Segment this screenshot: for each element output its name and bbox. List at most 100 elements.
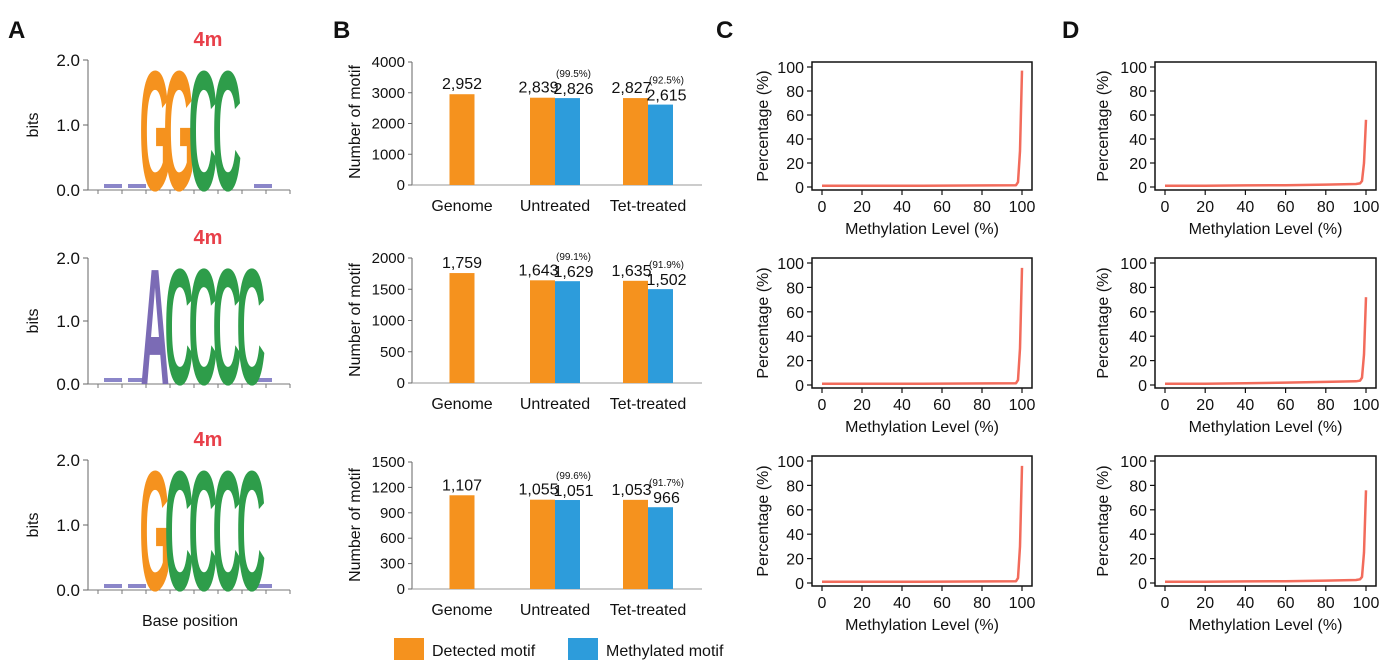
methylation-mark: 4m [194,227,223,249]
category-label: Genome [431,396,492,413]
line-chart-d-1: 0 20 40 60 80 100 0 20 40 60 80 100 Methylation Leve… [1095,60,1379,238]
x-tick-label: 60 [933,397,951,414]
x-tick-label: 80 [973,199,991,216]
bar-value-label: 2,952 [442,76,482,93]
methylation-mark: 4m [194,29,223,51]
series-line [822,267,1024,386]
y-tick-label: 1000 [372,313,405,330]
y-axis-label: Percentage (%) [1095,70,1112,181]
y-axis-label: Percentage (%) [755,70,772,181]
bar-methylated [648,289,673,383]
y-tick-label: 40 [786,329,804,346]
y-tick-label: 80 [786,478,804,495]
logo-letter: G [139,436,170,627]
y-tick-label: 100 [777,256,804,273]
category-label: Tet-treated [610,198,686,215]
x-tick-label: 60 [933,595,951,612]
y-tick-label: 1500 [372,281,405,298]
y-tick-label: 3000 [372,85,405,102]
x-tick-label: 0 [818,199,827,216]
x-tick-label: 40 [893,397,911,414]
x-tick-label: 20 [853,397,871,414]
bar-value-label: 1,053 [611,482,651,499]
bar-value-label: 1,629 [553,264,593,281]
bar-value-label: 2,615 [646,88,686,105]
bar-detected [623,280,648,383]
x-tick-label: 100 [1009,199,1036,216]
y-tick-label: 4000 [372,54,405,71]
logo-letter: C [237,436,266,627]
methylation-mark: 4m [194,429,223,451]
panel-label-d: D [1062,17,1079,44]
bar-percent-label: (91.7%) [649,478,684,489]
y-tick-label: 0 [1138,576,1147,593]
legend-swatch-methylated [568,638,598,660]
x-tick-label: 60 [1277,595,1295,612]
y-tick-label: 600 [380,530,405,547]
bar-percent-label: (99.6%) [556,471,591,482]
logo-letter: C [189,234,218,420]
y-tick-label: 60 [1129,305,1147,322]
line-chart-d-2: 0 20 40 60 80 100 0 20 40 60 80 100 Methylation Leve… [1095,256,1379,436]
category-label: Genome [431,198,492,215]
logo-letter: C [213,436,242,627]
category-label: Tet-treated [610,396,686,413]
x-tick-label: 0 [818,397,827,414]
y-axis-label: Percentage (%) [755,267,772,378]
logo-letter: C [165,234,194,420]
y-tick-label: 0 [795,378,804,395]
x-tick-label: 0 [1161,397,1170,414]
bar-detected [530,499,555,589]
y-axis-label: Percentage (%) [755,465,772,576]
y-tick-label: 500 [380,344,405,361]
y-axis-label: Number of motif [347,468,364,582]
logo-letter: C [237,234,266,420]
bar-detected [623,98,648,185]
low-info-glyph [254,184,272,188]
x-axis-label: Methylation Level (%) [845,221,999,238]
logo-letter: G [163,36,194,227]
x-tick-label: 100 [1353,397,1380,414]
x-axis-label: Base position [142,613,238,630]
logo-letter: A [141,234,170,420]
bar-methylated [555,281,580,383]
x-tick-label: 100 [1009,595,1036,612]
legend-label-detected: Detected motif [432,643,536,660]
line-chart-c-2: 0 20 40 60 80 100 0 20 40 60 80 100 Methylation Leve… [755,256,1035,436]
x-tick-label: 100 [1353,595,1380,612]
y-tick-label: 80 [786,84,804,101]
plot-frame [1154,455,1377,587]
y-tick-label: 100 [1120,60,1147,77]
panel-label-b: B [333,17,350,44]
y-tick-label: 0 [397,177,405,194]
y-tick-label: 20 [1129,156,1147,173]
x-tick-label: 20 [1196,397,1214,414]
bar-value-label: 2,827 [611,80,651,97]
bar-percent-label: (99.5%) [556,69,591,80]
y-tick-label: 0 [795,576,804,593]
y-tick-label: 300 [380,556,405,573]
bar-methylated [555,500,580,589]
y-tick-label: 2000 [372,116,405,133]
bar-percent-label: (92.5%) [649,76,684,87]
category-label: Untreated [520,198,590,215]
y-tick-label: 0 [397,581,405,598]
bar-value-label: 1,502 [646,272,686,289]
bar-detected [449,273,475,383]
y-tick-label: 60 [1129,503,1147,520]
plot-frame [1154,61,1377,191]
y-tick-label: 20 [786,354,804,371]
y-tick-label: 20 [1129,552,1147,569]
low-info-glyph [128,584,146,588]
x-tick-label: 20 [1196,199,1214,216]
y-tick-label: 2000 [372,250,405,267]
x-axis-label: Methylation Level (%) [1189,419,1343,436]
y-tick-label: 40 [1129,329,1147,346]
low-info-glyph [254,584,272,588]
x-tick-label: 0 [1161,595,1170,612]
